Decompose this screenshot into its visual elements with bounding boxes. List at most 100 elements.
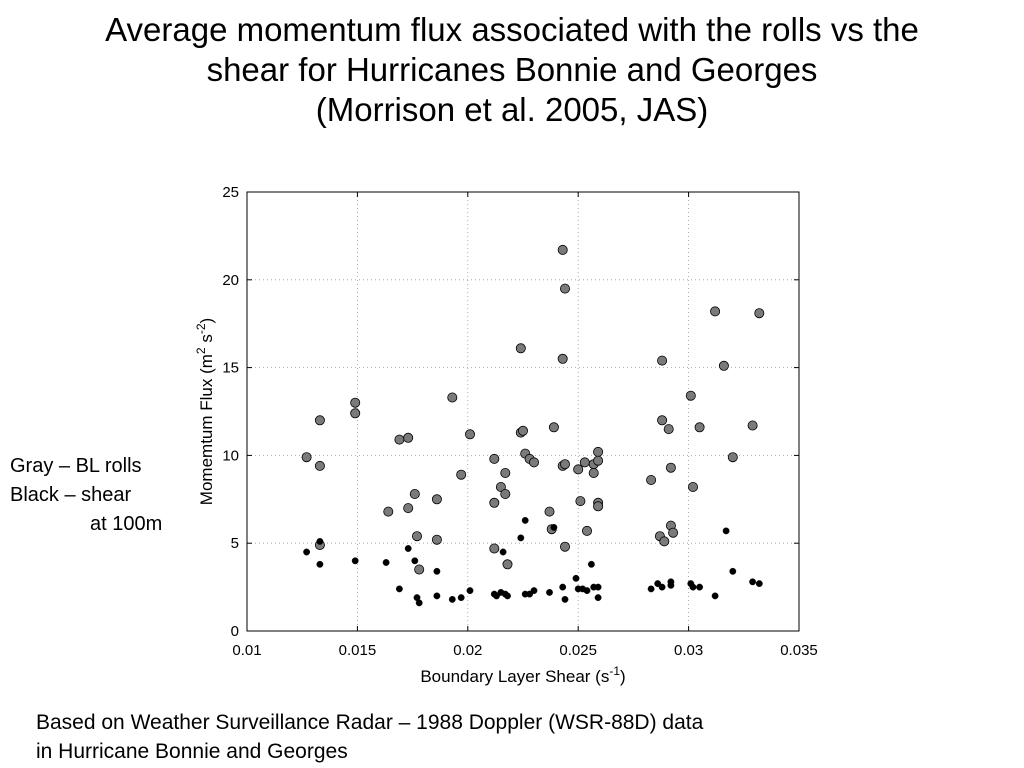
data-point-shear bbox=[499, 548, 507, 556]
data-point-bl-rolls bbox=[575, 496, 586, 507]
data-point-bl-rolls bbox=[529, 457, 540, 468]
data-point-shear bbox=[448, 596, 456, 603]
data-point-bl-rolls bbox=[668, 527, 679, 538]
data-point-bl-rolls bbox=[727, 452, 738, 463]
footer-line-2: in Hurricane Bonnie and Georges bbox=[36, 740, 348, 763]
data-point-bl-rolls bbox=[718, 360, 729, 371]
data-point-shear bbox=[466, 587, 474, 594]
data-point-shear bbox=[351, 557, 359, 565]
data-point-shear bbox=[303, 548, 310, 556]
data-point-bl-rolls bbox=[646, 474, 657, 485]
footer-line-1: Based on Weather Surveillance Radar – 19… bbox=[36, 711, 704, 734]
x-tick-label: 0.035 bbox=[780, 642, 818, 659]
y-axis-label-mid: s bbox=[197, 334, 216, 347]
data-point-bl-rolls bbox=[657, 355, 668, 366]
data-point-bl-rolls bbox=[489, 453, 500, 464]
data-point-bl-rolls bbox=[548, 422, 559, 433]
slide-title: Average momentum flux associated with th… bbox=[0, 10, 1024, 130]
data-point-shear bbox=[594, 583, 602, 591]
data-point-shear bbox=[433, 592, 441, 600]
data-point-shear bbox=[583, 587, 591, 594]
data-point-bl-rolls bbox=[301, 452, 312, 463]
y-tick-label: 5 bbox=[231, 535, 239, 552]
x-tick-label: 0.01 bbox=[232, 642, 261, 659]
x-tick-label: 0.025 bbox=[559, 642, 597, 659]
data-point-bl-rolls bbox=[688, 481, 699, 492]
data-point-bl-rolls bbox=[409, 488, 420, 499]
data-point-shear bbox=[550, 524, 558, 531]
legend-black-height: at 100m bbox=[90, 513, 163, 535]
data-point-bl-rolls bbox=[489, 543, 500, 554]
data-point-bl-rolls bbox=[403, 432, 414, 443]
data-point-shear bbox=[415, 599, 423, 607]
data-point-bl-rolls bbox=[685, 390, 696, 401]
y-axis-label-sup2: -2 bbox=[194, 323, 208, 334]
data-point-bl-rolls bbox=[579, 457, 590, 468]
data-point-shear bbox=[588, 560, 595, 568]
data-point-shear bbox=[504, 592, 511, 600]
data-point-bl-rolls bbox=[414, 564, 425, 575]
x-axis-label: Boundary Layer Shear (s-1) bbox=[420, 664, 625, 686]
points-layer bbox=[301, 244, 765, 607]
data-point-bl-rolls bbox=[560, 541, 571, 552]
data-point-bl-rolls bbox=[582, 525, 593, 536]
y-axis-label-sup1: 2 bbox=[194, 347, 208, 354]
legend-black-label: Black – shear bbox=[10, 484, 132, 506]
data-point-bl-rolls bbox=[403, 503, 414, 514]
data-point-shear bbox=[696, 583, 703, 591]
data-point-shear bbox=[433, 567, 441, 575]
data-point-shear bbox=[521, 517, 529, 524]
data-point-bl-rolls bbox=[314, 460, 325, 471]
data-point-bl-rolls bbox=[665, 462, 676, 473]
data-point-bl-rolls bbox=[431, 494, 442, 505]
data-point-bl-rolls bbox=[456, 469, 467, 480]
data-point-shear bbox=[382, 559, 390, 566]
data-point-shear bbox=[667, 581, 675, 589]
data-point-shear bbox=[755, 580, 763, 587]
data-point-shear bbox=[729, 567, 737, 575]
data-point-bl-rolls bbox=[431, 534, 442, 545]
data-point-bl-rolls bbox=[394, 434, 405, 445]
data-point-bl-rolls bbox=[754, 308, 765, 319]
data-point-shear bbox=[749, 578, 756, 586]
data-point-shear bbox=[561, 596, 569, 603]
data-point-shear bbox=[404, 545, 412, 552]
data-point-shear bbox=[722, 527, 730, 535]
x-tick-label: 0.03 bbox=[674, 642, 703, 659]
data-point-bl-rolls bbox=[588, 467, 599, 478]
data-point-bl-rolls bbox=[659, 536, 670, 547]
y-axis-label-main: Momemtum Flux (m bbox=[197, 354, 216, 505]
y-axis-label: Momemtum Flux (m2 s-2) bbox=[194, 318, 216, 505]
data-point-bl-rolls bbox=[593, 501, 604, 512]
data-point-bl-rolls bbox=[557, 353, 568, 364]
data-point-shear bbox=[546, 589, 553, 596]
data-point-shear bbox=[411, 557, 419, 565]
data-point-shear bbox=[647, 585, 655, 593]
footer-note: Based on Weather Surveillance Radar – 19… bbox=[36, 708, 703, 766]
data-point-bl-rolls bbox=[557, 244, 568, 255]
data-point-bl-rolls bbox=[500, 488, 511, 499]
data-point-shear bbox=[316, 560, 324, 568]
data-point-shear bbox=[572, 574, 580, 582]
legend-note: Gray – BL rolls Black – shear at 100m bbox=[10, 452, 162, 539]
data-point-bl-rolls bbox=[350, 408, 361, 419]
y-tick-label: 0 bbox=[231, 623, 239, 640]
legend-gray-label: Gray – BL rolls bbox=[10, 455, 142, 477]
y-tick-label: 10 bbox=[222, 447, 239, 464]
title-line-2: shear for Hurricanes Bonnie and Georges bbox=[206, 51, 818, 88]
data-point-bl-rolls bbox=[350, 397, 361, 408]
data-point-bl-rolls bbox=[411, 531, 422, 542]
data-point-bl-rolls bbox=[489, 497, 500, 508]
data-point-bl-rolls bbox=[560, 459, 571, 470]
x-tick-label: 0.015 bbox=[339, 642, 377, 659]
data-point-bl-rolls bbox=[314, 415, 325, 426]
grid-layer bbox=[247, 192, 799, 631]
plot-frame bbox=[246, 191, 800, 632]
data-point-bl-rolls bbox=[573, 464, 584, 475]
data-point-bl-rolls bbox=[500, 467, 511, 478]
data-point-shear bbox=[457, 594, 465, 601]
data-point-bl-rolls bbox=[593, 446, 604, 457]
data-point-shear bbox=[594, 594, 602, 601]
data-point-bl-rolls bbox=[518, 425, 529, 436]
x-axis-label-end: ) bbox=[620, 667, 626, 686]
